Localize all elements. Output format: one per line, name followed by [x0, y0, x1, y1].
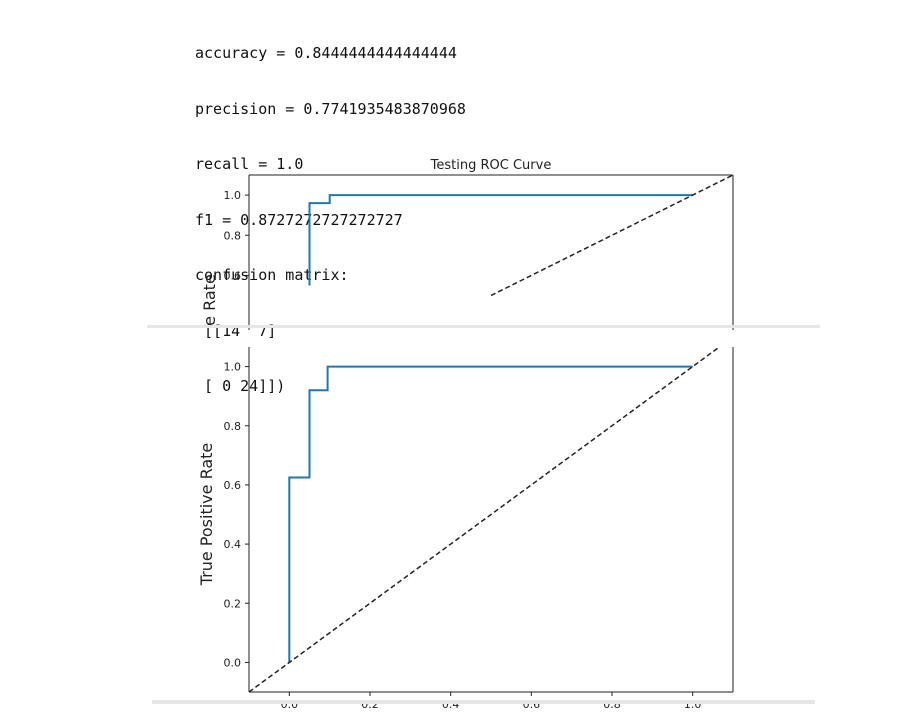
- y-tick-label: 0.0: [224, 656, 242, 669]
- roc-curve-line: [288, 365, 693, 663]
- output-line-precision: precision = 0.7741935483870968: [195, 99, 466, 118]
- y-tick-label: 0.6: [224, 269, 242, 282]
- output-line-confusion-label: confusion matrix:: [195, 266, 349, 284]
- output-line-recall: recall = 1.0: [195, 155, 304, 173]
- y-tick-label: 0.8: [224, 229, 242, 242]
- roc-chart-top: Testing ROC Curve 0.6 0.8 1.0 e Rate: [200, 158, 734, 330]
- y-tick-label: 0.8: [224, 420, 242, 433]
- chart-title: Testing ROC Curve: [430, 158, 552, 173]
- y-tick-label: 0.4: [224, 538, 242, 551]
- y-axis-label: e Rate: [200, 274, 219, 326]
- output-line-matrix-row-2: [ 0 24]]): [195, 377, 286, 395]
- y-tick-label: 0.6: [224, 479, 242, 492]
- output-line-f1: f1 = 0.8727272727272727: [195, 210, 403, 229]
- cell-divider-bottom: [152, 700, 815, 704]
- y-axis-label: True Positive Rate: [197, 443, 216, 587]
- y-tick-label: 1.0: [224, 361, 242, 374]
- y-tick-label: 0.2: [224, 597, 242, 610]
- chance-diagonal-line: [249, 347, 721, 692]
- metrics-output: accuracy = 0.8444444444444444 precision …: [195, 7, 466, 414]
- roc-curve-line: [308, 194, 693, 286]
- cell-divider-top: [147, 325, 820, 328]
- chance-diagonal-line: [490, 175, 734, 297]
- y-tick-label: 1.0: [224, 189, 242, 202]
- output-line-accuracy: accuracy = 0.8444444444444444: [195, 44, 457, 62]
